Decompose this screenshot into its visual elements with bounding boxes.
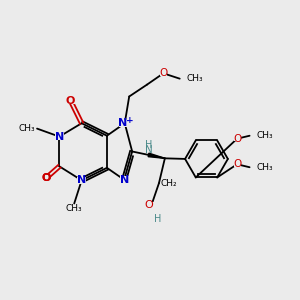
Text: O: O	[66, 96, 75, 106]
Text: H: H	[154, 214, 161, 224]
Text: O: O	[233, 134, 241, 144]
FancyBboxPatch shape	[160, 70, 167, 76]
Text: H: H	[145, 140, 152, 150]
FancyBboxPatch shape	[233, 136, 241, 141]
Text: CH₂: CH₂	[160, 179, 177, 188]
Text: N: N	[119, 175, 129, 185]
Polygon shape	[148, 153, 165, 158]
FancyBboxPatch shape	[120, 176, 129, 183]
Text: CH₃: CH₃	[19, 124, 36, 133]
Text: O: O	[159, 68, 167, 78]
FancyBboxPatch shape	[43, 175, 50, 181]
FancyBboxPatch shape	[119, 120, 130, 127]
FancyBboxPatch shape	[67, 98, 74, 104]
Text: O: O	[42, 172, 51, 183]
Text: N: N	[77, 175, 86, 185]
Text: N: N	[55, 132, 64, 142]
Text: CH₃: CH₃	[186, 74, 203, 83]
FancyBboxPatch shape	[146, 202, 154, 208]
Text: CH₃: CH₃	[256, 163, 273, 172]
Text: N: N	[118, 118, 127, 128]
Text: +: +	[126, 116, 134, 125]
Text: O: O	[42, 172, 51, 183]
Text: O: O	[144, 200, 153, 210]
FancyBboxPatch shape	[77, 177, 86, 184]
FancyBboxPatch shape	[55, 134, 64, 140]
Text: CH₃: CH₃	[256, 131, 273, 140]
Text: N: N	[145, 146, 152, 155]
Text: O: O	[233, 159, 241, 169]
Text: CH₃: CH₃	[66, 204, 82, 213]
FancyBboxPatch shape	[233, 162, 241, 167]
